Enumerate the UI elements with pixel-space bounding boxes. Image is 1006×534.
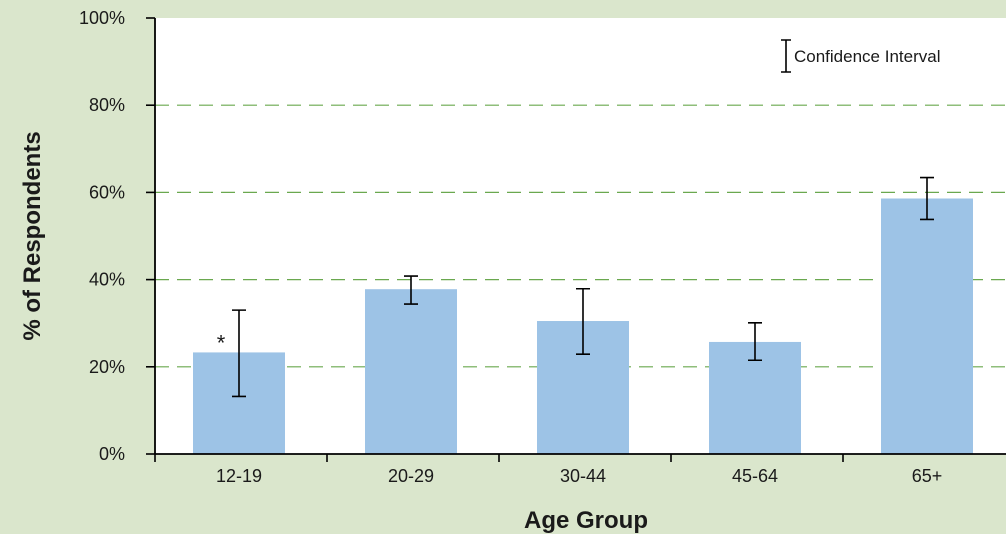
y-axis-title: % of Respondents	[19, 131, 46, 340]
y-tick-label-80: 80%	[89, 95, 125, 115]
legend-label: Confidence Interval	[794, 47, 940, 66]
legend: Confidence Interval	[781, 39, 940, 73]
error-bar-20-29	[404, 275, 418, 305]
y-tick-label-60: 60%	[89, 182, 125, 202]
bar-20-29	[365, 289, 457, 454]
error-bar-30-44	[576, 287, 590, 355]
y-tick-label-100: 100%	[79, 8, 125, 28]
annotation-asterisk: *	[217, 330, 226, 355]
axes	[154, 18, 1006, 455]
confidence-interval-icon	[781, 39, 791, 73]
y-axis-ticks: 0% 20% 40% 60% 80% 100%	[79, 8, 155, 464]
error-bar-65+	[920, 176, 934, 221]
x-axis-ticks: 12-19 20-29 30-44 45-64 65+	[154, 454, 943, 486]
error-bars	[232, 176, 934, 398]
y-tick-label-0: 0%	[99, 444, 125, 464]
x-tick-label-45-64: 45-64	[732, 466, 778, 486]
x-tick-label-65+: 65+	[912, 466, 943, 486]
grid-lines	[155, 104, 1006, 368]
error-bar-12-19	[232, 309, 246, 398]
error-bar-45-64	[748, 321, 762, 362]
bars	[193, 198, 973, 454]
y-tick-label-40: 40%	[89, 270, 125, 290]
x-axis-title: Age Group	[524, 507, 648, 534]
annotations: *	[217, 330, 226, 355]
bar-65+	[881, 198, 973, 454]
y-tick-label-20: 20%	[89, 357, 125, 377]
x-tick-label-20-29: 20-29	[388, 466, 434, 486]
x-tick-label-30-44: 30-44	[560, 466, 606, 486]
x-tick-label-12-19: 12-19	[216, 466, 262, 486]
